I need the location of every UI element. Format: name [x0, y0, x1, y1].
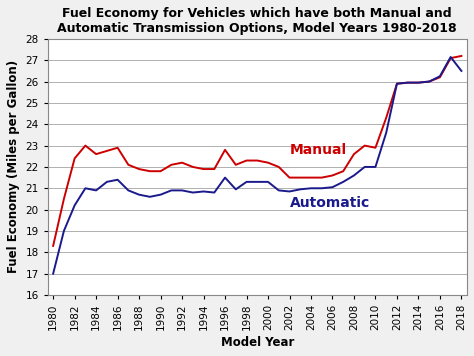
Text: Automatic: Automatic — [290, 197, 370, 210]
Y-axis label: Fuel Economy (Miles per Gallon): Fuel Economy (Miles per Gallon) — [7, 61, 20, 273]
X-axis label: Model Year: Model Year — [220, 336, 294, 349]
Title: Fuel Economy for Vehicles which have both Manual and
Automatic Transmission Opti: Fuel Economy for Vehicles which have bot… — [57, 7, 457, 35]
Text: Manual: Manual — [290, 143, 346, 157]
